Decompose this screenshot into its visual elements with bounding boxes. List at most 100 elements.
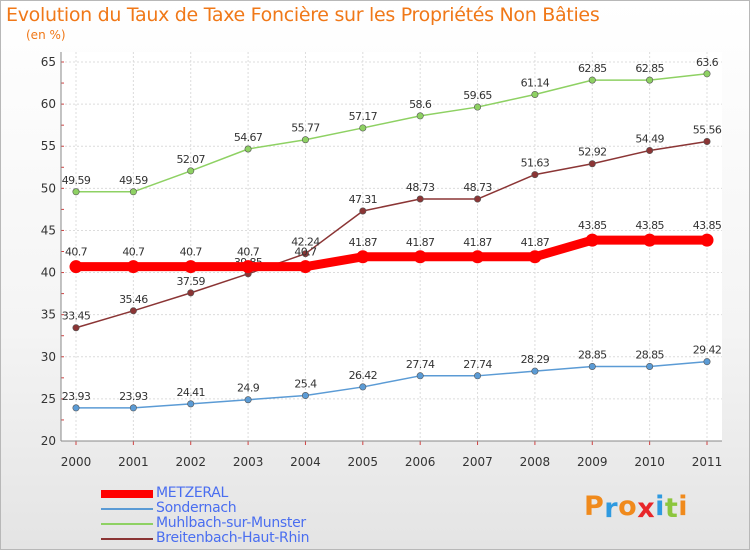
x-tick-label: 2007 xyxy=(462,455,493,469)
data-label: 27.74 xyxy=(406,358,435,371)
data-point xyxy=(646,362,654,370)
data-point xyxy=(416,195,424,203)
data-label: 62.85 xyxy=(635,62,664,75)
data-label: 55.56 xyxy=(693,124,722,137)
data-label: 40.7 xyxy=(237,246,260,259)
data-label: 40.7 xyxy=(122,246,145,259)
data-label: 54.49 xyxy=(635,133,664,146)
series-line-metzeral xyxy=(71,235,712,272)
data-point xyxy=(588,362,596,370)
data-point xyxy=(244,145,252,153)
data-point xyxy=(187,400,195,408)
data-label: 43.85 xyxy=(635,219,664,232)
data-point xyxy=(588,76,596,84)
data-point xyxy=(474,195,482,203)
data-label: 42.24 xyxy=(291,236,320,249)
data-label: 27.74 xyxy=(463,358,492,371)
data-label: 28.85 xyxy=(635,348,664,361)
data-point xyxy=(588,160,596,168)
plot-area xyxy=(61,52,722,441)
data-label: 40.7 xyxy=(65,246,88,259)
y-tick-label: 65 xyxy=(41,55,56,69)
legend: METZERAL Sondernach Muhlbach-sur-Munster Br… xyxy=(101,486,310,546)
data-point xyxy=(474,103,482,111)
data-point xyxy=(416,372,424,380)
data-label: 47.31 xyxy=(349,193,378,206)
legend-item: Breitenbach-Haut-Rhin xyxy=(101,531,310,546)
data-point xyxy=(471,250,485,264)
data-point xyxy=(531,91,539,99)
data-point xyxy=(416,112,424,120)
line-chart: 20 25 30 35 40 45 50 55 60 65 2000 2001 2002 2003 2004… xyxy=(41,52,722,469)
data-point xyxy=(646,76,654,84)
data-point xyxy=(72,404,80,412)
data-label: 40.7 xyxy=(294,246,317,259)
legend-swatch xyxy=(101,537,153,540)
data-label: 48.73 xyxy=(406,181,435,194)
data-label: 24.41 xyxy=(176,386,205,399)
proxiti-logo: Proxiti xyxy=(584,491,689,524)
data-point xyxy=(301,392,309,400)
data-label: 37.59 xyxy=(176,275,205,288)
legend-label: METZERAL xyxy=(156,485,229,501)
data-label: 58.6 xyxy=(409,98,432,111)
data-label: 41.87 xyxy=(349,236,378,249)
data-label: 41.87 xyxy=(463,236,492,249)
data-label: 54.67 xyxy=(234,131,263,144)
data-point xyxy=(703,358,711,366)
legend-swatch xyxy=(101,489,153,498)
data-point xyxy=(531,367,539,375)
legend-item: METZERAL xyxy=(101,486,309,501)
x-tick-label: 2009 xyxy=(577,455,608,469)
data-point xyxy=(187,289,195,297)
data-point xyxy=(700,233,714,247)
series-line-breitenbach-haut-rhin xyxy=(75,140,708,329)
data-point xyxy=(474,372,482,380)
x-tick-label: 2004 xyxy=(290,455,321,469)
data-label: 62.85 xyxy=(578,62,607,75)
legend-label: Sondernach xyxy=(156,500,237,516)
x-tick-label: 2005 xyxy=(348,455,379,469)
data-point xyxy=(72,188,80,196)
data-label: 41.87 xyxy=(521,236,550,249)
data-point xyxy=(184,260,198,274)
data-label: 35.46 xyxy=(119,293,148,306)
data-point xyxy=(301,136,309,144)
y-tick-label: 55 xyxy=(41,139,56,153)
x-tick-label: 2001 xyxy=(118,455,149,469)
data-label: 49.59 xyxy=(62,174,91,187)
data-label: 25.4 xyxy=(294,378,317,391)
data-point xyxy=(359,207,367,215)
data-label: 63.6 xyxy=(696,56,719,69)
x-tick-label: 2003 xyxy=(233,455,264,469)
y-tick-label: 50 xyxy=(41,181,56,195)
data-point xyxy=(359,383,367,391)
data-label: 26.42 xyxy=(349,369,378,382)
x-tick-label: 2000 xyxy=(61,455,92,469)
data-label: 33.45 xyxy=(62,310,91,323)
data-label: 24.9 xyxy=(237,382,260,395)
y-tick-label: 40 xyxy=(41,266,56,280)
data-label: 23.93 xyxy=(119,390,148,403)
chart-subtitle: (en %) xyxy=(26,28,66,42)
data-point xyxy=(129,404,137,412)
data-label: 61.14 xyxy=(521,77,550,90)
data-point xyxy=(129,188,137,196)
data-label: 57.17 xyxy=(349,110,378,123)
data-point xyxy=(585,233,599,247)
data-label: 51.63 xyxy=(521,157,550,170)
data-label: 28.85 xyxy=(578,348,607,361)
x-tick-label: 2010 xyxy=(634,455,665,469)
x-tick-label: 2002 xyxy=(175,455,206,469)
chart-title: Evolution du Taux de Taxe Foncière sur l… xyxy=(6,4,600,26)
data-point xyxy=(72,324,80,332)
data-label: 55.77 xyxy=(291,122,320,135)
data-point xyxy=(69,260,83,274)
data-label: 52.07 xyxy=(176,153,205,166)
data-label: 43.85 xyxy=(693,219,722,232)
series-line-sondernach xyxy=(75,360,708,409)
data-point xyxy=(528,250,542,264)
x-tick-label: 2006 xyxy=(405,455,436,469)
legend-label: Muhlbach-sur-Munster xyxy=(156,515,306,531)
